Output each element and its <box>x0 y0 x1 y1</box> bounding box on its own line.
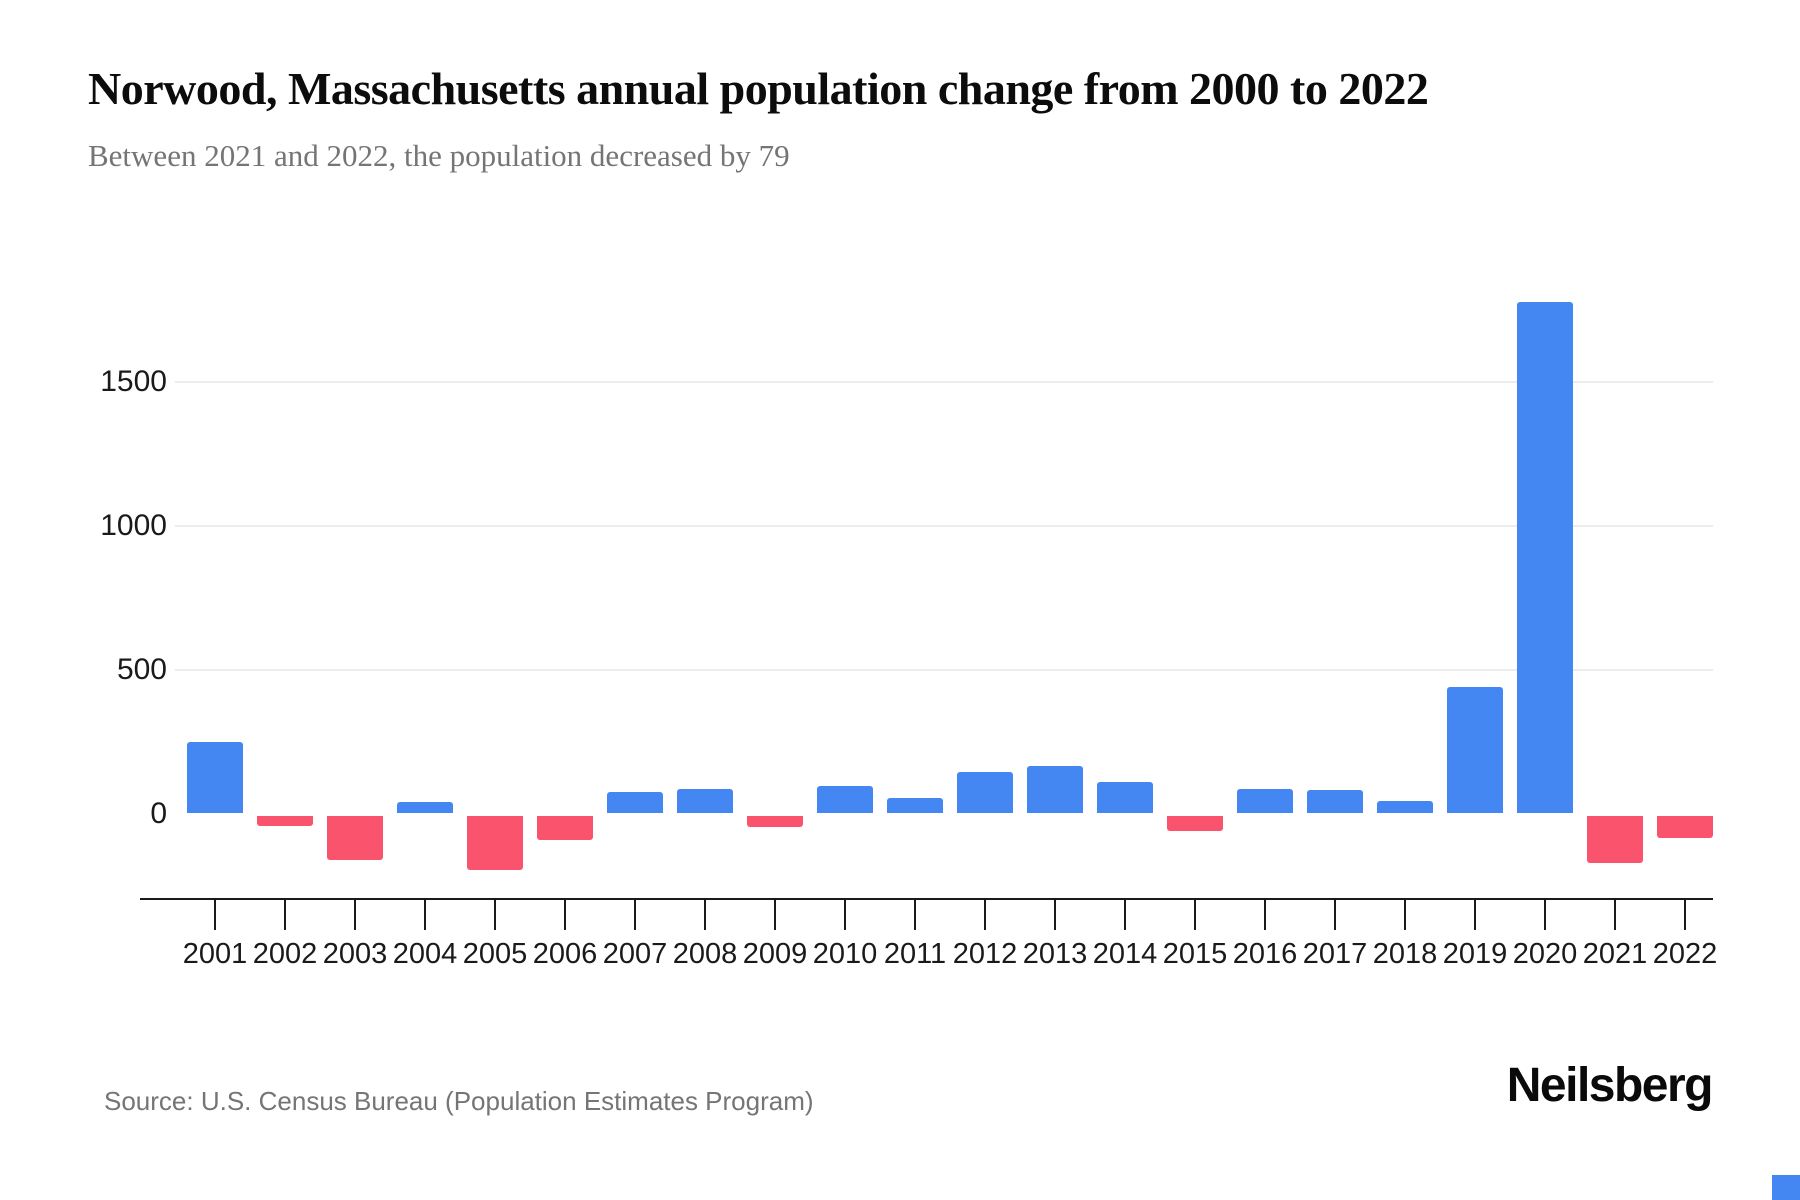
x-tick-2007 <box>634 898 636 930</box>
x-tick-label-2021: 2021 <box>1582 938 1648 970</box>
x-tick-label-2012: 2012 <box>952 938 1018 970</box>
x-tick-2015 <box>1194 898 1196 930</box>
x-tick-label-2010: 2010 <box>812 938 878 970</box>
bar-2021[interactable] <box>1587 815 1643 863</box>
x-tick-2022 <box>1684 898 1686 930</box>
x-tick-label-2003: 2003 <box>322 938 388 970</box>
bar-2014[interactable] <box>1097 781 1153 814</box>
neilsberg-logo: Neilsberg <box>1506 1059 1714 1112</box>
y-tick-label-1000: 1000 <box>100 508 167 542</box>
bar-2009[interactable] <box>747 815 803 827</box>
gridline-1500 <box>175 381 1713 384</box>
x-tick-2021 <box>1614 898 1616 930</box>
x-tick-2013 <box>1054 898 1056 930</box>
x-tick-2005 <box>494 898 496 930</box>
x-tick-label-2022: 2022 <box>1652 938 1718 970</box>
bar-2001[interactable] <box>187 741 243 814</box>
x-tick-label-2004: 2004 <box>392 938 458 970</box>
x-tick-2008 <box>704 898 706 930</box>
x-tick-label-2011: 2011 <box>883 938 947 970</box>
y-tick-label-1500: 1500 <box>100 365 167 399</box>
x-tick-2009 <box>774 898 776 930</box>
bar-2015[interactable] <box>1167 815 1223 832</box>
x-tick-2006 <box>564 898 566 930</box>
x-tick-2020 <box>1544 898 1546 930</box>
bar-2005[interactable] <box>467 815 523 871</box>
gridline-500 <box>175 668 1713 671</box>
bar-2008[interactable] <box>677 789 733 814</box>
x-tick-label-2014: 2014 <box>1092 938 1158 970</box>
x-tick-label-2002: 2002 <box>252 938 318 970</box>
x-tick-label-2001: 2001 <box>182 938 248 970</box>
x-axis-line <box>140 898 1713 900</box>
bar-2003[interactable] <box>327 815 383 861</box>
x-tick-label-2020: 2020 <box>1512 938 1578 970</box>
x-tick-label-2007: 2007 <box>602 938 668 970</box>
brand-corner-accent <box>1772 1175 1800 1200</box>
x-tick-2017 <box>1334 898 1336 930</box>
x-tick-2010 <box>844 898 846 930</box>
x-tick-2019 <box>1474 898 1476 930</box>
x-tick-2002 <box>284 898 286 930</box>
x-tick-2011 <box>914 898 916 930</box>
bar-2002[interactable] <box>257 815 313 826</box>
y-tick-label-0: 0 <box>150 796 167 830</box>
bar-2018[interactable] <box>1377 800 1433 814</box>
bar-2007[interactable] <box>607 791 663 814</box>
bar-2004[interactable] <box>397 801 453 814</box>
bar-2012[interactable] <box>957 771 1013 814</box>
page-title: Norwood, Massachusetts annual population… <box>88 63 1429 114</box>
x-tick-label-2009: 2009 <box>742 938 808 970</box>
x-tick-label-2013: 2013 <box>1022 938 1088 970</box>
y-tick-label-500: 500 <box>116 652 167 686</box>
x-tick-label-2005: 2005 <box>462 938 528 970</box>
x-tick-2004 <box>424 898 426 930</box>
x-tick-label-2008: 2008 <box>672 938 738 970</box>
bar-chart-plot-area: 1500 1000 500 0 2001 2002 2003 2004 2005 2006 2007… <box>100 301 1718 970</box>
x-tick-2018 <box>1404 898 1406 930</box>
page-subtitle: Between 2021 and 2022, the population de… <box>88 138 790 173</box>
bar-2013[interactable] <box>1027 766 1083 814</box>
x-tick-2012 <box>984 898 986 930</box>
x-tick-label-2006: 2006 <box>532 938 598 970</box>
bar-2006[interactable] <box>537 815 593 840</box>
source-note: Source: U.S. Census Bureau (Population E… <box>104 1086 814 1116</box>
x-tick-label-2016: 2016 <box>1232 938 1298 970</box>
bar-2022[interactable] <box>1657 815 1713 839</box>
bar-2019[interactable] <box>1447 686 1503 814</box>
gridline-1000 <box>175 524 1713 527</box>
x-tick-label-2015: 2015 <box>1162 938 1228 970</box>
x-tick-2016 <box>1264 898 1266 930</box>
bar-2010[interactable] <box>817 786 873 814</box>
bar-2020[interactable] <box>1517 301 1573 814</box>
x-tick-label-2017: 2017 <box>1302 938 1368 970</box>
bar-2017[interactable] <box>1307 790 1363 814</box>
x-tick-label-2019: 2019 <box>1442 938 1508 970</box>
x-tick-2014 <box>1124 898 1126 930</box>
bar-2011[interactable] <box>887 797 943 814</box>
bar-2016[interactable] <box>1237 789 1293 814</box>
x-tick-label-2018: 2018 <box>1372 938 1438 970</box>
x-tick-2001 <box>214 898 216 930</box>
x-tick-2003 <box>354 898 356 930</box>
